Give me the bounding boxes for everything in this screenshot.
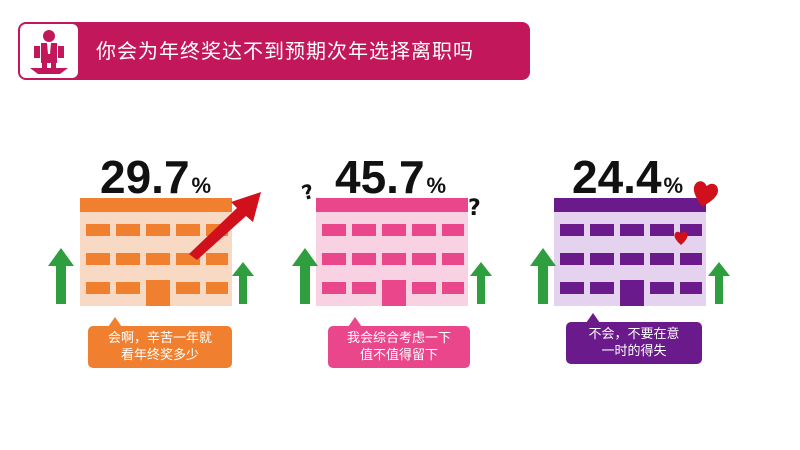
- percentage-2: 45.7%: [335, 150, 446, 204]
- percentage-2-unit: %: [426, 173, 447, 198]
- building-3: [554, 198, 706, 306]
- growth-arrow-icon-right-3: [708, 262, 730, 304]
- title-bar: 你会为年终奖达不到预期次年选择离职吗: [18, 22, 530, 80]
- bubble-tail: [108, 317, 122, 327]
- answer-3-line1: 不会，不要在意: [588, 327, 680, 342]
- heart-icon-small: [674, 231, 688, 245]
- growth-arrow-icon-right-2: [470, 262, 492, 304]
- percentage-1: 29.7%: [100, 150, 211, 204]
- percentage-1-value: 29.7: [100, 151, 190, 203]
- percentage-3-unit: %: [663, 173, 684, 198]
- growth-arrow-icon-left-3: [530, 248, 556, 304]
- growth-arrow-icon-left-1: [48, 248, 74, 304]
- answer-3-line2: 一时的得失: [601, 344, 667, 359]
- question-mark-right: ?: [468, 196, 481, 221]
- answer-2-line2: 值不值得留下: [359, 348, 438, 363]
- page-title: 你会为年终奖达不到预期次年选择离职吗: [96, 39, 474, 63]
- answer-bubble-2: 我会综合考虑一下 值不值得留下: [328, 317, 470, 368]
- rising-arrow-icon: [189, 192, 261, 260]
- answer-bubble-1: 会啊，辛苦一年就 看年终奖多少: [88, 317, 232, 368]
- percentage-3-value: 24.4: [572, 151, 662, 203]
- percentage-3: 24.4%: [572, 150, 683, 204]
- percentage-1-unit: %: [191, 173, 212, 198]
- answer-bubble-3: 不会，不要在意 一时的得失: [566, 313, 702, 364]
- answer-2-line1: 我会综合考虑一下: [346, 331, 451, 346]
- question-mark-left: ?: [299, 178, 317, 206]
- business-person-icon: [20, 24, 78, 78]
- answer-1-line2: 看年终奖多少: [120, 348, 199, 363]
- answer-1-line1: 会啊，辛苦一年就: [107, 331, 212, 346]
- percentage-2-value: 45.7: [335, 151, 425, 203]
- growth-arrow-icon-left-2: [292, 248, 318, 304]
- bubble-tail: [586, 313, 600, 323]
- building-2: [316, 198, 468, 306]
- growth-arrow-icon-right-1: [232, 262, 254, 304]
- heart-icon-large: [693, 181, 718, 207]
- bubble-tail: [348, 317, 362, 327]
